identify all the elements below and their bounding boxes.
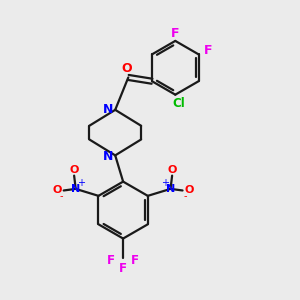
Text: -: - xyxy=(183,191,187,201)
Text: N: N xyxy=(71,184,80,194)
Text: O: O xyxy=(53,185,62,196)
Text: N: N xyxy=(103,149,113,163)
Text: N: N xyxy=(166,184,175,194)
Text: N: N xyxy=(103,103,113,116)
Text: -: - xyxy=(59,191,63,201)
Text: O: O xyxy=(167,165,177,175)
Text: O: O xyxy=(184,185,194,196)
Text: O: O xyxy=(69,165,79,175)
Text: F: F xyxy=(204,44,212,57)
Text: F: F xyxy=(107,254,115,266)
Text: F: F xyxy=(119,262,127,275)
Text: +: + xyxy=(77,178,86,188)
Text: F: F xyxy=(131,254,139,266)
Text: Cl: Cl xyxy=(172,97,185,110)
Text: +: + xyxy=(161,178,169,188)
Text: O: O xyxy=(122,62,132,75)
Text: F: F xyxy=(171,26,179,40)
